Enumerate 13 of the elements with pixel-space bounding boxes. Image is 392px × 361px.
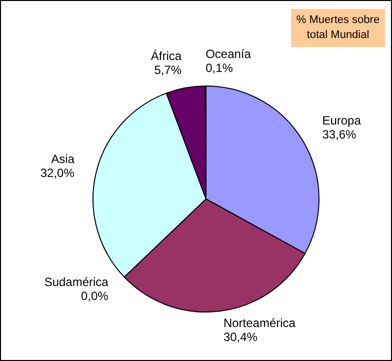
slice-label: África xyxy=(150,49,182,64)
chart-title: % Muertes sobre total Mundial xyxy=(291,9,385,47)
data-label: 5,7% xyxy=(154,63,182,78)
data-label: 32,0% xyxy=(40,166,75,180)
slice-label: Oceanía xyxy=(206,47,252,61)
category-label: Sudamérica xyxy=(44,275,108,290)
text: 0,0% xyxy=(81,289,108,304)
data-label: 0,1% xyxy=(206,61,234,75)
slice-label: Europa xyxy=(322,113,362,128)
data-label: 30,4% xyxy=(223,330,258,344)
slice-label: Asia xyxy=(51,152,75,166)
slice-label: Norteamérica xyxy=(223,316,296,330)
data-label: 33,6% xyxy=(322,127,357,142)
